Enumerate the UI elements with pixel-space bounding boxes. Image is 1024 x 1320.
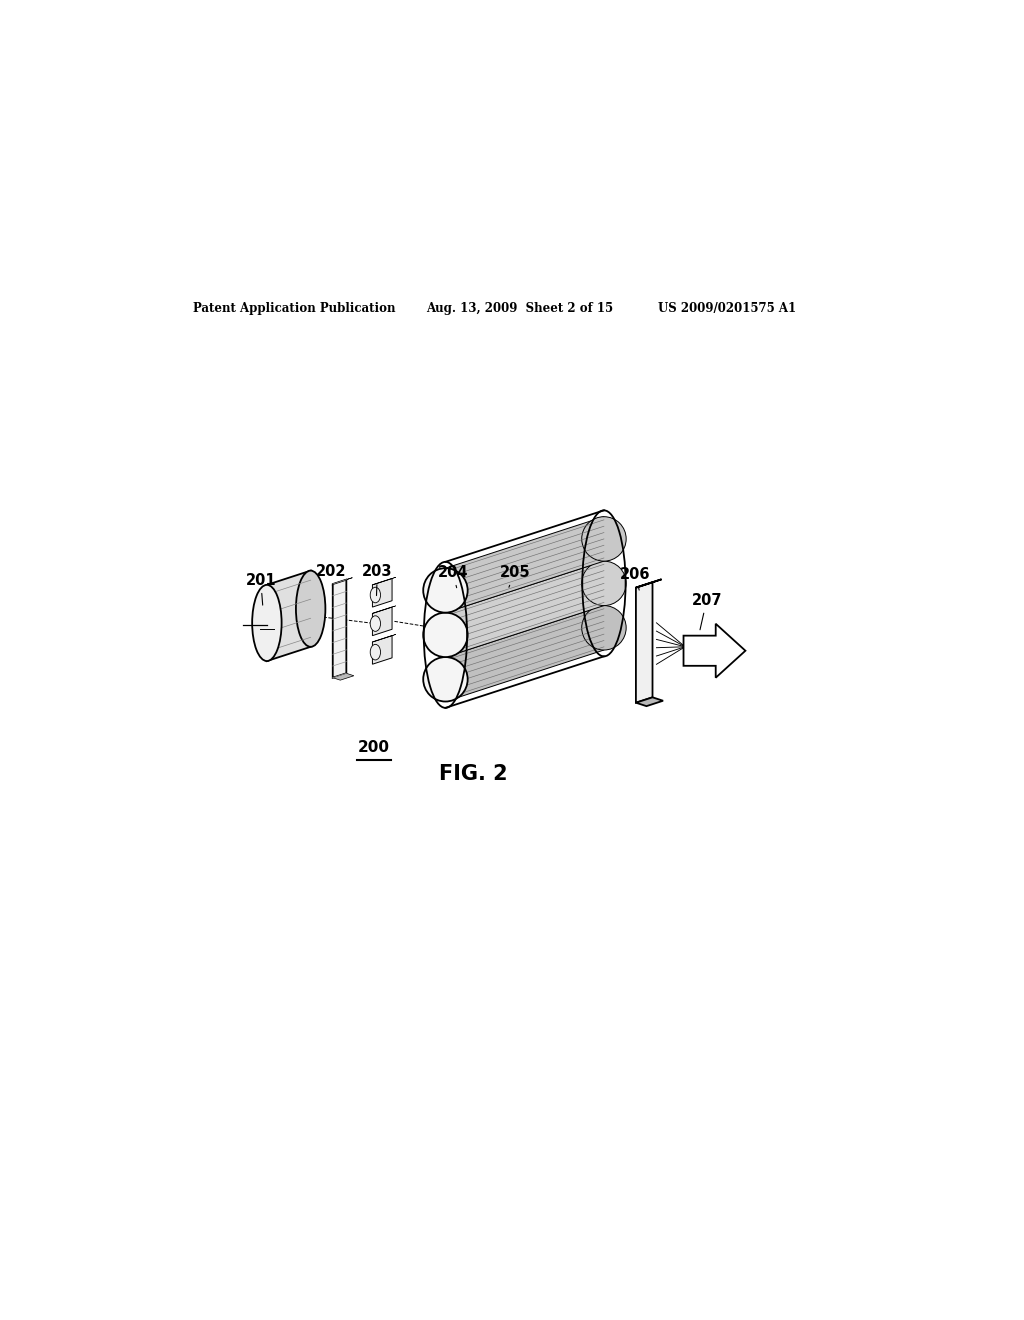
- Text: Patent Application Publication: Patent Application Publication: [194, 301, 395, 314]
- Ellipse shape: [582, 606, 626, 649]
- Polygon shape: [373, 578, 392, 607]
- Text: 204: 204: [437, 565, 468, 587]
- Text: 202: 202: [316, 564, 346, 586]
- Ellipse shape: [371, 616, 381, 631]
- Polygon shape: [373, 577, 396, 585]
- Polygon shape: [373, 607, 392, 636]
- Ellipse shape: [582, 516, 626, 561]
- Polygon shape: [636, 697, 664, 706]
- Polygon shape: [373, 636, 392, 664]
- Polygon shape: [333, 578, 352, 583]
- Polygon shape: [267, 570, 310, 661]
- Polygon shape: [333, 579, 346, 677]
- Text: 200: 200: [358, 741, 390, 755]
- Ellipse shape: [371, 644, 381, 660]
- Polygon shape: [636, 579, 662, 587]
- Polygon shape: [636, 582, 652, 702]
- Polygon shape: [333, 673, 354, 680]
- Ellipse shape: [582, 561, 626, 606]
- Text: FIG. 2: FIG. 2: [439, 764, 508, 784]
- Ellipse shape: [296, 570, 326, 647]
- Polygon shape: [684, 624, 745, 677]
- Polygon shape: [445, 516, 604, 612]
- Text: 205: 205: [500, 565, 530, 587]
- Polygon shape: [373, 606, 396, 614]
- Ellipse shape: [252, 585, 282, 661]
- Text: Aug. 13, 2009  Sheet 2 of 15: Aug. 13, 2009 Sheet 2 of 15: [426, 301, 612, 314]
- Ellipse shape: [423, 568, 468, 612]
- Ellipse shape: [371, 587, 381, 603]
- Ellipse shape: [423, 657, 468, 701]
- Text: 206: 206: [620, 568, 650, 590]
- Text: 203: 203: [362, 564, 392, 595]
- Polygon shape: [373, 635, 396, 642]
- Polygon shape: [445, 606, 604, 701]
- Text: 207: 207: [691, 593, 722, 630]
- Ellipse shape: [423, 612, 468, 657]
- Polygon shape: [445, 561, 604, 657]
- Text: US 2009/0201575 A1: US 2009/0201575 A1: [658, 301, 797, 314]
- Text: 201: 201: [246, 573, 276, 605]
